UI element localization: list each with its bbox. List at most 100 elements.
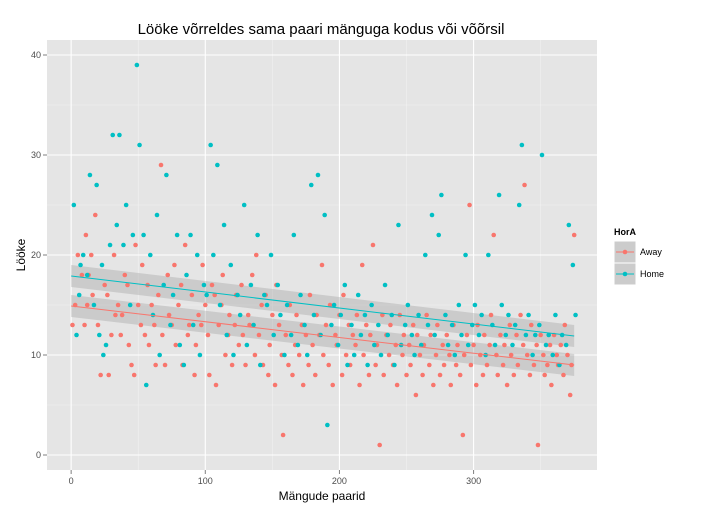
point-away xyxy=(256,332,262,338)
point-away xyxy=(541,352,546,358)
point-away xyxy=(527,372,533,378)
point-away xyxy=(146,342,152,348)
point-home xyxy=(331,302,337,308)
point-home xyxy=(537,322,542,328)
point-away xyxy=(508,352,514,358)
point-home xyxy=(284,302,290,308)
point-away xyxy=(205,332,211,338)
point-home xyxy=(282,352,287,358)
point-away xyxy=(212,292,217,298)
legend-label-away: Away xyxy=(640,247,662,257)
point-home xyxy=(459,332,464,338)
point-away xyxy=(252,352,258,358)
y-tick-label: 20 xyxy=(31,250,41,260)
point-away xyxy=(457,372,463,378)
point-home xyxy=(217,302,223,308)
point-away xyxy=(176,302,181,308)
point-away xyxy=(310,342,315,348)
point-away xyxy=(240,332,246,338)
point-home xyxy=(402,322,408,328)
point-home xyxy=(476,332,482,338)
point-away xyxy=(370,242,376,248)
point-home xyxy=(553,312,558,318)
point-home xyxy=(244,342,250,348)
point-home xyxy=(443,312,448,318)
point-home xyxy=(526,312,531,318)
point-home xyxy=(349,322,354,328)
point-home xyxy=(141,232,146,238)
point-home xyxy=(563,342,569,348)
point-home xyxy=(530,352,535,358)
point-away xyxy=(357,382,362,388)
point-away xyxy=(414,332,420,338)
point-away xyxy=(139,262,145,268)
point-away xyxy=(562,322,568,328)
point-away xyxy=(102,282,107,288)
point-home xyxy=(550,352,556,358)
point-home xyxy=(262,292,267,298)
point-home xyxy=(456,302,462,308)
point-away xyxy=(126,342,132,348)
point-away xyxy=(82,322,87,328)
point-away xyxy=(223,352,228,358)
point-away xyxy=(333,332,338,338)
point-away xyxy=(138,322,144,328)
point-home xyxy=(546,332,552,338)
point-home xyxy=(329,322,334,328)
point-home xyxy=(566,222,572,228)
point-home xyxy=(231,352,236,358)
point-away xyxy=(420,372,425,378)
point-away xyxy=(467,202,472,208)
point-away xyxy=(165,272,171,278)
point-home xyxy=(107,242,113,248)
point-away xyxy=(455,342,460,348)
point-home xyxy=(143,382,149,388)
point-home xyxy=(338,312,344,318)
point-home xyxy=(308,182,314,188)
point-away xyxy=(437,372,443,378)
point-away xyxy=(547,342,553,348)
point-away xyxy=(522,182,527,188)
point-away xyxy=(166,312,172,318)
point-away xyxy=(494,352,499,358)
point-home xyxy=(372,342,377,348)
x-tick-label: 300 xyxy=(466,476,481,486)
point-away xyxy=(90,292,95,298)
point-home xyxy=(573,312,578,318)
point-away xyxy=(272,382,278,388)
point-away xyxy=(198,322,204,328)
point-away xyxy=(196,312,201,318)
point-away xyxy=(531,362,537,368)
point-away xyxy=(266,372,271,378)
point-away xyxy=(75,252,81,258)
point-home xyxy=(271,332,277,338)
point-away xyxy=(520,342,526,348)
point-home xyxy=(184,272,189,278)
point-home xyxy=(123,202,129,208)
point-home xyxy=(137,142,142,148)
point-home xyxy=(463,252,468,258)
point-away xyxy=(70,322,75,328)
point-away xyxy=(468,362,474,368)
point-home xyxy=(365,362,370,368)
point-away xyxy=(538,332,543,338)
point-home xyxy=(76,292,82,298)
point-home xyxy=(409,332,415,338)
point-away xyxy=(354,312,360,318)
legend-label-home: Home xyxy=(640,269,664,279)
point-home xyxy=(188,232,193,238)
point-away xyxy=(131,372,137,378)
legend: HorA Away Home xyxy=(613,227,664,286)
point-away xyxy=(185,332,191,338)
point-home xyxy=(325,422,330,428)
point-away xyxy=(441,362,447,368)
point-away xyxy=(111,252,117,258)
point-away xyxy=(290,372,295,378)
axis-ticks: 0 100 200 300 0 10 20 30 40 xyxy=(31,50,481,486)
point-away xyxy=(471,342,476,348)
point-away xyxy=(341,292,346,298)
point-away xyxy=(343,352,349,358)
point-away xyxy=(327,302,333,308)
point-home xyxy=(97,332,102,338)
